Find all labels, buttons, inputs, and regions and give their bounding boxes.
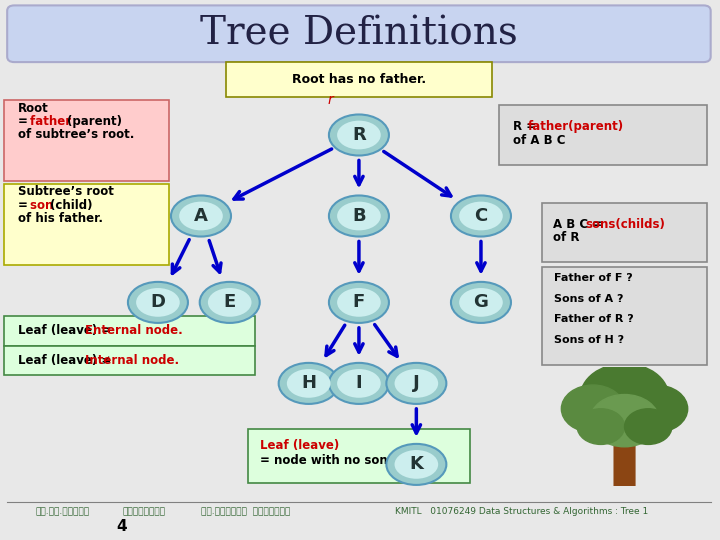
Ellipse shape [451,282,511,323]
Ellipse shape [136,288,180,317]
Text: =: = [18,115,32,128]
Ellipse shape [287,369,330,398]
FancyBboxPatch shape [4,346,255,375]
Ellipse shape [337,201,381,231]
Ellipse shape [395,369,438,398]
FancyBboxPatch shape [7,5,711,62]
Text: รศ.ดร.บุญธร: รศ.ดร.บุญธร [36,508,90,516]
Text: (parent): (parent) [67,115,122,128]
Text: Root has no father.: Root has no father. [292,73,426,86]
Text: of his father.: of his father. [18,212,103,225]
Text: Father of F ?: Father of F ? [554,273,633,283]
Text: Father of R ?: Father of R ? [554,314,634,324]
Text: father(parent): father(parent) [528,120,624,133]
Text: K: K [410,455,423,474]
FancyBboxPatch shape [4,100,168,181]
Ellipse shape [279,363,338,404]
Text: A: A [194,207,208,225]
Text: of subtree’s root.: of subtree’s root. [18,129,135,141]
Text: (child): (child) [50,199,92,212]
Text: เดรออราช: เดรออราช [122,508,165,516]
Ellipse shape [451,195,511,237]
Text: I: I [356,374,362,393]
Ellipse shape [459,288,503,317]
Text: = node with no son.: = node with no son. [260,454,392,467]
Text: E: E [224,293,236,312]
Text: Enternal node.: Enternal node. [85,324,182,337]
Text: Root: Root [18,102,49,114]
Ellipse shape [199,282,260,323]
Text: J: J [413,374,420,393]
Ellipse shape [337,288,381,317]
Ellipse shape [337,120,381,150]
Text: B: B [352,207,366,225]
Text: sons(childs): sons(childs) [585,218,665,231]
Ellipse shape [128,282,188,323]
Text: Sons of A ?: Sons of A ? [554,294,624,303]
Text: Leaf (leave) =: Leaf (leave) = [18,324,115,337]
Ellipse shape [329,282,389,323]
Text: R =: R = [513,120,540,133]
Text: Leaf (leave) ≠: Leaf (leave) ≠ [18,354,115,367]
Text: D: D [150,293,166,312]
Text: of A B C: of A B C [513,134,565,147]
FancyBboxPatch shape [542,202,707,262]
Ellipse shape [329,195,389,237]
FancyBboxPatch shape [226,62,492,97]
Text: son: son [30,199,58,212]
Ellipse shape [395,450,438,479]
Ellipse shape [179,201,222,231]
Text: R: R [352,126,366,144]
FancyBboxPatch shape [4,316,255,346]
FancyBboxPatch shape [499,105,707,165]
Ellipse shape [208,288,251,317]
Text: father: father [30,115,76,128]
Text: G: G [474,293,488,312]
Text: =: = [18,199,32,212]
Text: 4: 4 [117,519,127,534]
Text: Sons of H ?: Sons of H ? [554,335,624,345]
Text: KMITL   01076249 Data Structures & Algorithms : Tree 1: KMITL 01076249 Data Structures & Algorit… [395,508,648,516]
Text: r: r [328,93,333,107]
Ellipse shape [387,444,446,485]
Text: Subtree’s root: Subtree’s root [18,185,114,198]
FancyBboxPatch shape [248,429,470,483]
Ellipse shape [329,114,389,156]
Ellipse shape [459,201,503,231]
Ellipse shape [329,363,389,404]
Text: C: C [474,207,487,225]
FancyBboxPatch shape [542,267,707,365]
Text: รศ.กุญวัน  ครบครัน: รศ.กุญวัน ครบครัน [201,508,290,516]
Text: of R: of R [553,231,580,244]
Ellipse shape [337,369,381,398]
Text: Internal node.: Internal node. [85,354,179,367]
Text: F: F [353,293,365,312]
Ellipse shape [387,363,446,404]
Text: H: H [301,374,316,393]
FancyBboxPatch shape [4,184,168,265]
Ellipse shape [171,195,231,237]
Text: Tree Definitions: Tree Definitions [200,16,518,52]
Text: A B C =: A B C = [553,218,606,231]
Text: Leaf (leave): Leaf (leave) [260,439,339,452]
